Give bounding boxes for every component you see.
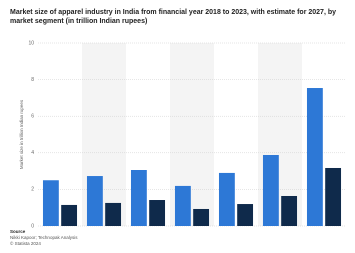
bar	[174, 185, 191, 226]
chart-title: Market size of apparel industry in India…	[10, 9, 337, 25]
y-tick-label: 0	[31, 223, 34, 229]
y-tick-label: 8	[31, 77, 34, 83]
y-tick-label: 4	[31, 150, 34, 156]
bar	[42, 180, 59, 226]
bar	[218, 172, 235, 226]
source: Source Nikki Kapoor; Technopak Analysis …	[10, 229, 77, 247]
bar	[262, 154, 279, 226]
bar	[281, 195, 298, 226]
source-heading: Source	[10, 229, 26, 234]
bar	[237, 204, 254, 226]
y-axis-label: Market size in trillion Indian rupees	[19, 99, 24, 169]
bar	[193, 208, 210, 226]
bar	[61, 204, 78, 226]
copyright: © Statista 2024	[10, 241, 41, 246]
bar	[149, 200, 166, 226]
bar	[306, 88, 323, 226]
y-tick-label: 10	[28, 40, 34, 46]
y-tick-label: 6	[31, 114, 34, 120]
source-text: Nikki Kapoor; Technopak Analysis	[10, 235, 78, 240]
bar	[105, 202, 122, 226]
bar	[130, 170, 147, 226]
bar	[86, 176, 103, 226]
y-tick-label: 2	[31, 187, 34, 193]
bar	[325, 167, 342, 226]
